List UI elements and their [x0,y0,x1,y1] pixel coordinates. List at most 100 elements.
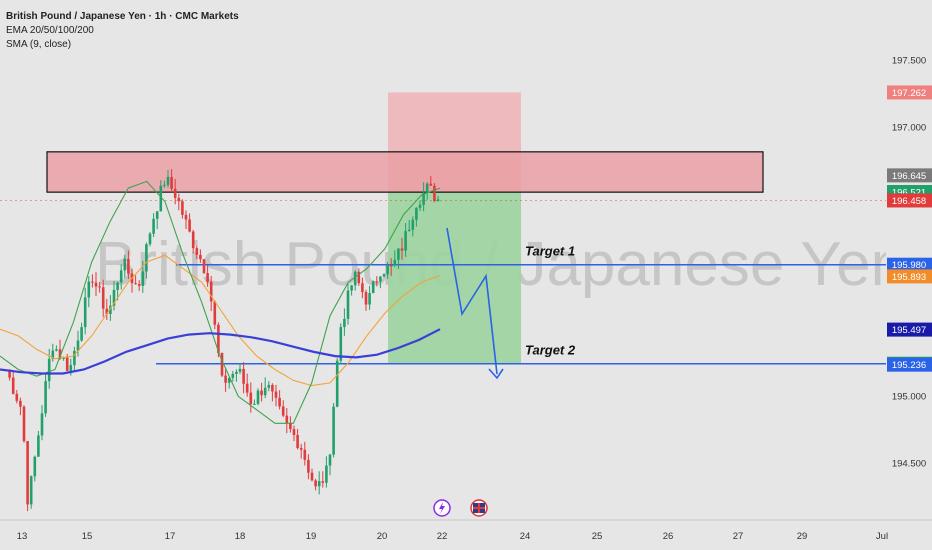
candle-body[interactable] [58,349,62,359]
candle-body[interactable] [127,258,130,274]
candle-body[interactable] [299,448,303,450]
candle-body[interactable] [274,391,278,398]
candle-body[interactable] [188,219,191,232]
candle-body[interactable] [224,375,227,383]
candle-body[interactable] [350,285,353,291]
candle-body[interactable] [69,365,73,371]
candle-body[interactable] [8,369,11,378]
resistance-zone[interactable] [46,151,764,193]
candle-body[interactable] [400,248,404,251]
candle-body[interactable] [119,270,123,283]
candle-body[interactable] [231,373,235,378]
candle-body[interactable] [292,429,296,435]
candle-body[interactable] [368,293,371,305]
take-profit-zone[interactable] [388,192,521,364]
candle-body[interactable] [33,456,37,477]
candle-body[interactable] [260,390,263,396]
candle-body[interactable] [220,352,224,376]
candle-body[interactable] [105,308,109,315]
candle-body[interactable] [123,258,127,271]
candle-body[interactable] [256,390,260,404]
candle-body[interactable] [310,472,314,481]
candle-body[interactable] [425,183,429,193]
candle-body[interactable] [213,301,217,325]
candle-body[interactable] [335,360,339,407]
candle-body[interactable] [245,383,249,393]
candle-body[interactable] [371,281,375,294]
ema-indicator-label[interactable]: EMA 20/50/100/200 [6,25,94,36]
candle-body[interactable] [307,459,310,473]
candle-body[interactable] [40,413,44,436]
candle-body[interactable] [317,481,321,487]
candle-body[interactable] [289,422,292,430]
candle-body[interactable] [267,384,271,388]
candle-body[interactable] [29,476,33,505]
candle-body[interactable] [199,254,202,260]
candle-body[interactable] [26,441,29,505]
candle-body[interactable] [47,358,51,382]
candle-body[interactable] [11,377,15,394]
candle-body[interactable] [206,273,209,282]
candle-body[interactable] [116,282,119,290]
candle-body[interactable] [361,283,364,293]
candle-body[interactable] [353,271,357,286]
candle-body[interactable] [22,406,26,442]
candle-body[interactable] [382,274,386,277]
candle-body[interactable] [73,350,76,366]
candle-body[interactable] [101,287,105,309]
candle-body[interactable] [44,381,47,414]
candle-body[interactable] [227,377,231,383]
candle-body[interactable] [141,271,145,286]
candle-body[interactable] [235,371,238,374]
candle-body[interactable] [76,340,80,351]
candle-body[interactable] [163,184,166,186]
candle-body[interactable] [375,281,379,283]
candle-body[interactable] [249,392,253,405]
candle-body[interactable] [321,481,325,483]
candle-body[interactable] [296,434,299,449]
candle-body[interactable] [404,231,407,251]
candle-body[interactable] [83,297,87,328]
candle-body[interactable] [415,207,418,220]
candle-body[interactable] [389,265,393,267]
candle-body[interactable] [19,400,22,407]
candle-body[interactable] [346,290,350,319]
projection-path[interactable] [446,227,498,375]
candle-body[interactable] [191,231,195,249]
candle-body[interactable] [328,454,332,466]
candle-body[interactable] [155,211,159,219]
candle-body[interactable] [195,248,199,255]
symbol-title[interactable]: British Pound / Japanese Yen · 1h · CMC … [6,11,239,22]
candle-body[interactable] [109,305,112,315]
candle-body[interactable] [159,185,163,212]
candle-body[interactable] [281,406,285,416]
candle-body[interactable] [181,201,184,215]
candle-body[interactable] [364,292,368,305]
candle-body[interactable] [271,384,274,392]
candle-body[interactable] [285,415,289,423]
candle-body[interactable] [148,233,152,245]
candle-body[interactable] [145,244,148,272]
candle-body[interactable] [436,199,440,201]
candle-body[interactable] [51,350,55,359]
candle-body[interactable] [112,289,116,306]
candle-body[interactable] [170,176,173,189]
candle-body[interactable] [98,286,101,288]
candle-body[interactable] [91,281,94,283]
candle-body[interactable] [325,465,328,483]
candle-body[interactable] [418,204,422,208]
candle-body[interactable] [379,276,382,282]
candle-body[interactable] [37,435,40,457]
candle-body[interactable] [134,283,137,285]
candle-body[interactable] [429,183,433,186]
candle-body[interactable] [314,480,317,487]
candle-body[interactable] [343,318,346,328]
candle-body[interactable] [253,403,256,405]
candle-body[interactable] [65,357,69,371]
candle-body[interactable] [242,368,245,384]
candle-body[interactable] [263,387,267,396]
candle-body[interactable] [278,397,281,407]
candle-body[interactable] [94,282,98,287]
candle-body[interactable] [202,259,206,274]
